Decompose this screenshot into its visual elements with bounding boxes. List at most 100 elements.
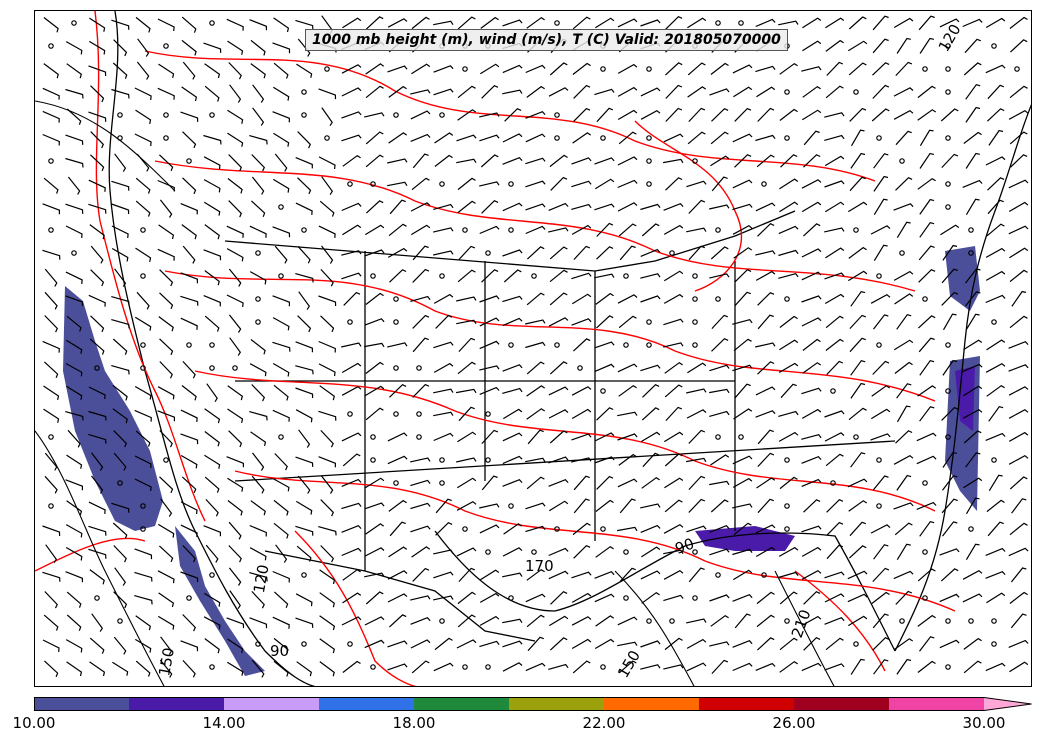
wind-barb — [873, 153, 889, 169]
wind-barb — [732, 503, 753, 509]
wind-barb — [965, 291, 981, 307]
calm-wind-marker — [255, 250, 261, 256]
wind-barb — [341, 385, 362, 396]
calm-wind-marker — [301, 227, 307, 233]
wind-barb — [502, 19, 523, 27]
wind-barb — [986, 223, 1005, 237]
wind-barb — [548, 663, 569, 670]
wind-barb — [319, 200, 335, 217]
wind-barb — [364, 224, 385, 236]
wind-barb — [548, 317, 569, 327]
wind-barb — [343, 291, 361, 306]
calm-wind-marker — [853, 227, 859, 233]
wind-barb — [663, 133, 684, 143]
wind-barb — [134, 638, 152, 653]
wind-barb — [159, 430, 173, 448]
wind-barb — [942, 313, 957, 331]
wind-barb — [137, 38, 150, 57]
wind-barb — [364, 318, 385, 326]
wind-barb — [457, 177, 476, 191]
wind-barb — [481, 199, 499, 214]
wind-barb — [319, 638, 335, 654]
calm-wind-marker — [370, 181, 376, 187]
wind-barb — [158, 316, 174, 332]
wind-barb — [801, 271, 822, 281]
wind-barb — [985, 362, 1006, 373]
wind-barb — [779, 660, 799, 673]
wind-barb — [364, 502, 385, 510]
calm-wind-marker — [508, 181, 514, 187]
wind-barb — [894, 638, 914, 650]
wind-barb — [204, 224, 220, 240]
wind-barb — [502, 478, 523, 487]
wind-barb — [710, 454, 730, 466]
wind-barb — [435, 498, 452, 514]
wind-barb — [662, 158, 684, 164]
calm-wind-marker — [71, 250, 77, 256]
wind-barb — [617, 63, 638, 74]
wind-barb — [1008, 454, 1029, 465]
calm-wind-marker — [117, 112, 123, 118]
wind-barb — [411, 177, 430, 191]
wind-barb — [824, 112, 845, 118]
wind-barb — [755, 250, 776, 256]
wind-barb — [364, 547, 385, 557]
calm-wind-marker — [761, 181, 767, 187]
wind-barb — [801, 569, 822, 580]
wind-barb — [824, 616, 845, 625]
wind-barb — [850, 360, 866, 376]
wind-barb — [318, 225, 336, 238]
wind-barb — [157, 523, 175, 538]
wind-barb — [525, 64, 546, 74]
wind-barb — [596, 246, 614, 260]
wind-barb — [595, 292, 614, 305]
wind-barb — [734, 383, 751, 399]
wind-barb — [295, 409, 313, 423]
wind-barb — [182, 245, 196, 264]
calm-wind-marker — [876, 273, 882, 279]
wind-barb — [365, 63, 385, 75]
wind-barb — [756, 154, 775, 168]
wind-barb — [389, 521, 406, 537]
wind-barb — [826, 544, 844, 560]
wind-barb — [387, 432, 408, 442]
wind-barb — [573, 84, 591, 99]
wind-barb — [180, 111, 199, 122]
wind-barb — [709, 594, 730, 602]
wind-barb — [90, 245, 104, 264]
wind-barb — [111, 203, 130, 215]
wind-barb — [895, 430, 913, 444]
wind-barb — [617, 179, 638, 189]
wind-barb — [297, 38, 311, 57]
wind-barb — [341, 202, 362, 212]
calm-wind-marker — [209, 572, 215, 578]
wind-barb — [573, 498, 590, 514]
wind-barb — [433, 362, 454, 373]
wind-barb — [180, 454, 198, 469]
wind-barb — [67, 176, 81, 195]
wind-barb — [298, 291, 311, 310]
wind-barb — [158, 224, 175, 240]
wind-barb — [641, 476, 660, 489]
wind-barb — [182, 131, 197, 149]
wind-barb — [985, 270, 1006, 281]
wind-barb — [848, 16, 867, 30]
wind-barb — [114, 567, 127, 586]
wind-barb — [250, 200, 266, 218]
wind-barb — [65, 524, 83, 538]
wind-barb — [273, 499, 289, 516]
wind-barb — [778, 249, 799, 257]
wind-barb — [295, 525, 314, 536]
wind-barb — [43, 361, 59, 379]
wind-barb — [917, 315, 936, 329]
wind-barb — [321, 107, 333, 127]
wind-barb — [962, 408, 983, 419]
wind-barb — [803, 636, 821, 651]
calm-wind-marker — [784, 503, 790, 509]
wind-barb — [549, 361, 568, 375]
wind-barb — [549, 292, 568, 306]
calm-wind-marker — [692, 549, 698, 555]
wind-barb — [850, 452, 866, 468]
wind-barb — [755, 202, 776, 212]
wind-barb — [433, 250, 454, 256]
